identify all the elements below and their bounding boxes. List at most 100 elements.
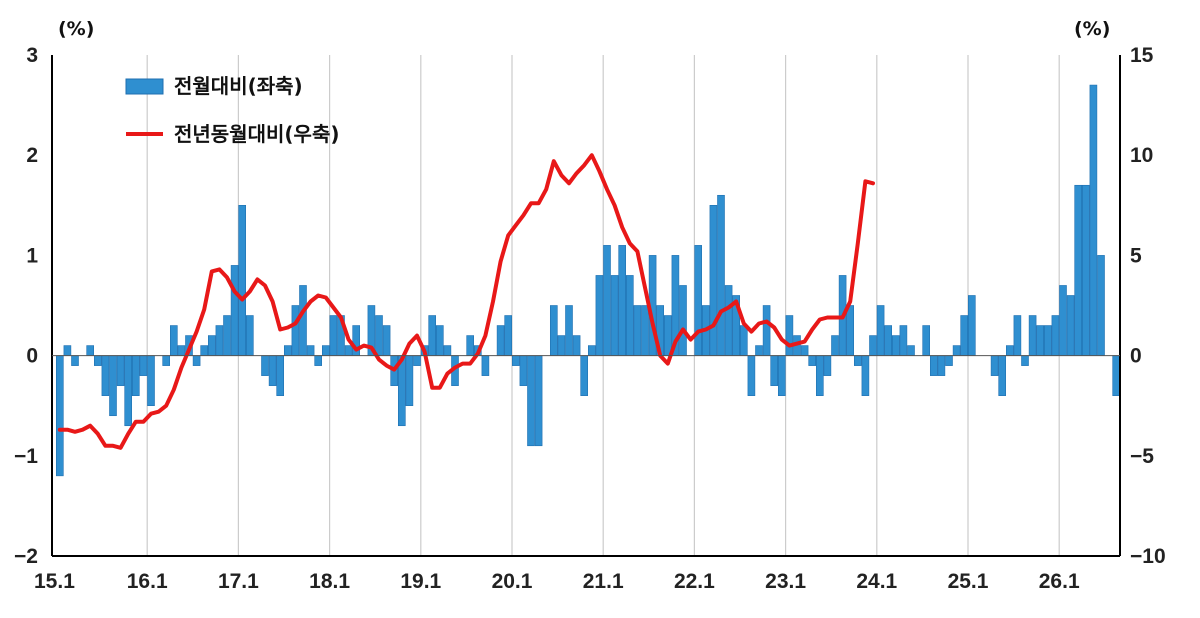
bar-133 [1066, 295, 1075, 356]
legend: 전월대비(좌축) 전년동월대비(우축) [125, 74, 339, 146]
bar-46 [405, 355, 414, 407]
bar-63 [534, 355, 543, 447]
bar-98 [800, 345, 809, 356]
bar-94 [770, 355, 779, 386]
bar-8 [116, 355, 125, 386]
y-right-tick-label: 5 [1130, 244, 1142, 267]
bar-117 [945, 355, 953, 366]
bar-82 [679, 285, 687, 356]
bar-62 [527, 355, 535, 447]
bar-136 [1089, 84, 1098, 356]
bar-24 [238, 205, 246, 356]
bar-38 [344, 345, 353, 356]
bar-6 [101, 355, 110, 396]
y-left-tick-label: −2 [14, 545, 38, 568]
y-right-tick-label: 10 [1130, 144, 1153, 167]
bar-96 [785, 315, 794, 356]
bar-127 [1021, 355, 1029, 366]
bar-125 [1005, 345, 1014, 356]
bar-12 [147, 355, 155, 407]
bar-42 [375, 315, 383, 356]
bar-109 [884, 325, 893, 356]
bar-119 [960, 315, 969, 356]
line-series [57, 153, 875, 450]
bar-132 [1059, 285, 1067, 356]
bar-107 [869, 335, 877, 356]
bar-23 [230, 265, 239, 356]
y-left-tick-label: 1 [26, 244, 38, 267]
y-left-tick-label: 0 [26, 345, 38, 368]
bar-130 [1044, 325, 1052, 356]
x-tick-label: 26.1 [1039, 570, 1080, 593]
bar-16 [177, 345, 186, 356]
bar-7 [109, 355, 117, 417]
bar-36 [329, 315, 338, 356]
bar-131 [1051, 315, 1060, 356]
bar-47 [413, 355, 421, 366]
bar-106 [861, 355, 870, 396]
bar-54 [466, 335, 475, 356]
bar-114 [922, 325, 931, 356]
bar-126 [1013, 315, 1022, 356]
bar-75 [625, 275, 634, 356]
bar-100 [815, 355, 824, 396]
bar-108 [876, 305, 885, 356]
y-right-tick-label: 15 [1130, 44, 1154, 67]
legend-bar-swatch [125, 78, 164, 95]
bar-18 [192, 355, 201, 366]
bar-90 [739, 325, 748, 356]
x-tick-label: 23.1 [765, 570, 806, 593]
bar-120 [967, 295, 976, 356]
bar-56 [481, 355, 490, 376]
bar-104 [846, 305, 855, 356]
y-right-tick-label: −5 [1130, 445, 1154, 468]
x-tick-label: 16.1 [127, 570, 168, 593]
bar-15 [170, 325, 178, 356]
legend-line-label: 전년동월대비(우축) [174, 122, 339, 146]
bar-4 [86, 345, 94, 356]
x-tick-label: 20.1 [492, 570, 533, 593]
bar-33 [306, 345, 315, 356]
bar-123 [990, 355, 999, 376]
bar-series [55, 84, 1120, 477]
bar-20 [208, 335, 216, 356]
x-tick-label: 21.1 [583, 570, 624, 593]
bar-65 [549, 305, 558, 356]
bar-80 [663, 315, 672, 356]
y-left-tick-label: −1 [14, 445, 38, 468]
bar-58 [496, 325, 505, 356]
bar-60 [511, 355, 520, 366]
bar-35 [321, 345, 330, 356]
bar-1 [63, 345, 72, 356]
legend-bar-label: 전월대비(좌축) [174, 74, 303, 98]
bar-59 [504, 315, 513, 356]
bar-139 [1112, 355, 1120, 396]
bar-32 [299, 285, 307, 356]
bar-112 [907, 345, 915, 356]
y-right-tick-label: 0 [1130, 345, 1142, 368]
bar-14 [162, 355, 170, 366]
y-left-tick-label: 2 [26, 144, 38, 167]
bar-27 [261, 355, 269, 376]
left-axis-unit: (%) [58, 18, 94, 40]
bar-102 [831, 335, 839, 356]
bar-124 [998, 355, 1007, 396]
bar-73 [610, 275, 619, 356]
bar-5 [94, 355, 102, 366]
bar-87 [717, 194, 725, 356]
bar-74 [618, 245, 627, 356]
bar-71 [595, 275, 604, 356]
bar-43 [382, 325, 391, 356]
bar-10 [132, 355, 140, 396]
bar-92 [755, 345, 763, 356]
bar-25 [246, 315, 254, 356]
bar-101 [823, 355, 832, 376]
bar-49 [428, 315, 437, 356]
bar-76 [633, 305, 642, 356]
bar-135 [1082, 184, 1090, 356]
bar-21 [215, 325, 224, 356]
bar-19 [200, 345, 208, 356]
x-tick-label: 24.1 [856, 570, 897, 593]
bar-0 [55, 355, 64, 477]
